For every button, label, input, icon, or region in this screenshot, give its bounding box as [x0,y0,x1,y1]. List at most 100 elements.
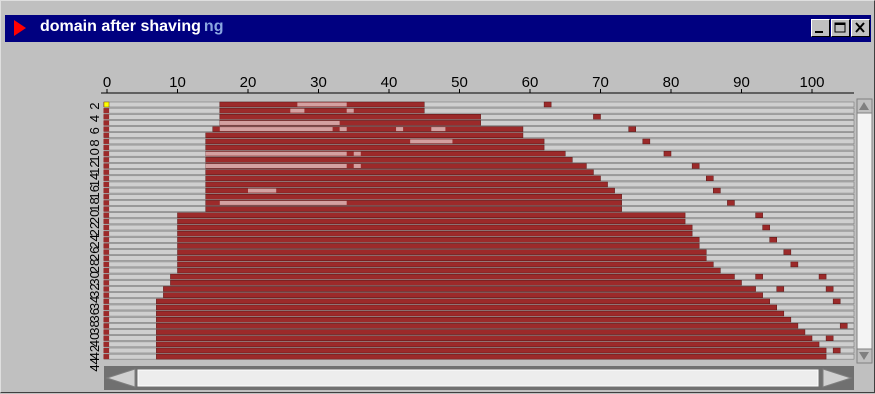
row-extra-cell [727,200,735,206]
y-tick-label: 34 [87,296,102,310]
row-highlight [219,127,333,132]
row-bar [205,200,622,206]
y-tick-label: 6 [87,127,102,134]
maximize-icon [834,22,846,33]
row-highlight [353,151,361,156]
row-bar [205,181,608,188]
row-bar [156,329,806,335]
row-bar [156,335,813,341]
row-stub [103,348,110,353]
row-stub [103,249,110,255]
scroll-thumb[interactable] [137,369,819,387]
row-marker [103,101,110,108]
scroll-down-button[interactable] [856,348,873,364]
y-tick-label: 42 [87,345,102,359]
row-stub [103,120,110,126]
x-tick-label: 0 [103,74,111,91]
row-highlight [219,120,340,125]
y-tick-label: 30 [87,271,102,285]
row-extra-cell [713,187,721,194]
row-extra-cell [628,126,637,132]
row-bar [177,212,686,218]
row-extra-cell [642,138,651,145]
scroll-right-button[interactable] [822,368,853,388]
row-stub [103,298,110,304]
row-bar [163,286,756,292]
maximize-button[interactable] [831,19,850,37]
x-tick-label: 50 [451,74,468,91]
row-bar [156,310,785,317]
row-stub [103,354,110,360]
row-stub [103,323,110,329]
scroll-left-button[interactable] [105,368,136,388]
row-stub [103,237,110,243]
close-button[interactable] [851,19,870,37]
row-bar [156,353,827,360]
x-axis: 0 10 20 30 40 50 60 70 80 90 100 [101,74,854,94]
y-tick-label: 38 [87,320,102,334]
row-extra-cell [825,286,834,292]
row-stub [103,145,110,151]
row-bar [170,280,742,286]
y-tick-label: 16 [87,185,102,199]
y-tick-label: 26 [87,247,102,261]
row-highlight [219,200,347,205]
row-bar [170,273,735,280]
x-tick-label: 70 [592,74,609,91]
row-extra-cell [691,163,700,169]
minimize-button[interactable] [811,19,830,37]
row-stub [103,280,110,286]
row-track [103,101,855,108]
row-stub [103,151,110,157]
y-tick-label: 32 [87,283,102,297]
row-stub [103,138,110,144]
row-bar [163,292,763,298]
row-stub [103,218,110,224]
row-stub [103,108,110,114]
row-stub [103,114,110,120]
row-extra-cell [543,101,552,108]
y-tick-label: 40 [87,333,102,347]
horizontal-scrollbar[interactable] [104,366,854,390]
scroll-right-arrow-icon [822,368,853,388]
row-bar [156,347,827,354]
y-tick-label: 20 [87,210,102,224]
row-stub [103,341,110,347]
scroll-up-button[interactable] [856,98,873,114]
y-tick-label: 2 [87,103,102,110]
x-tick-label: 60 [522,74,539,91]
row-extra-cell [818,273,827,280]
x-tick-label: 10 [169,74,186,91]
window-menu-icon[interactable] [13,20,27,36]
row-extra-cell [755,212,763,218]
row-stub [103,286,110,292]
row-stub [103,132,110,138]
row-extra-cell [706,175,714,182]
row-highlight [410,139,453,144]
row-bar [177,249,707,255]
row-stub [103,317,110,323]
row-extra-cell [762,224,770,231]
title-bar[interactable]: domain after shaving ng [5,15,871,42]
row-bar [205,194,622,200]
row-stub [103,261,110,267]
row-bar [156,341,820,348]
row-stub [103,169,110,175]
row-stub [103,188,110,194]
row-stub [103,212,110,218]
x-tick-label: 30 [310,74,327,91]
y-tick-label: 28 [87,259,102,273]
row-stub [103,200,110,206]
row-extra-cell [755,273,763,280]
close-icon [855,22,865,33]
row-bar [156,304,778,311]
vertical-scrollbar[interactable] [856,98,873,364]
row-bar [177,243,700,249]
row-highlight [290,108,305,113]
row-extra-cell [663,150,672,157]
row-bar [177,224,693,231]
y-tick-label: 12 [87,160,102,174]
row-highlight [205,151,347,156]
